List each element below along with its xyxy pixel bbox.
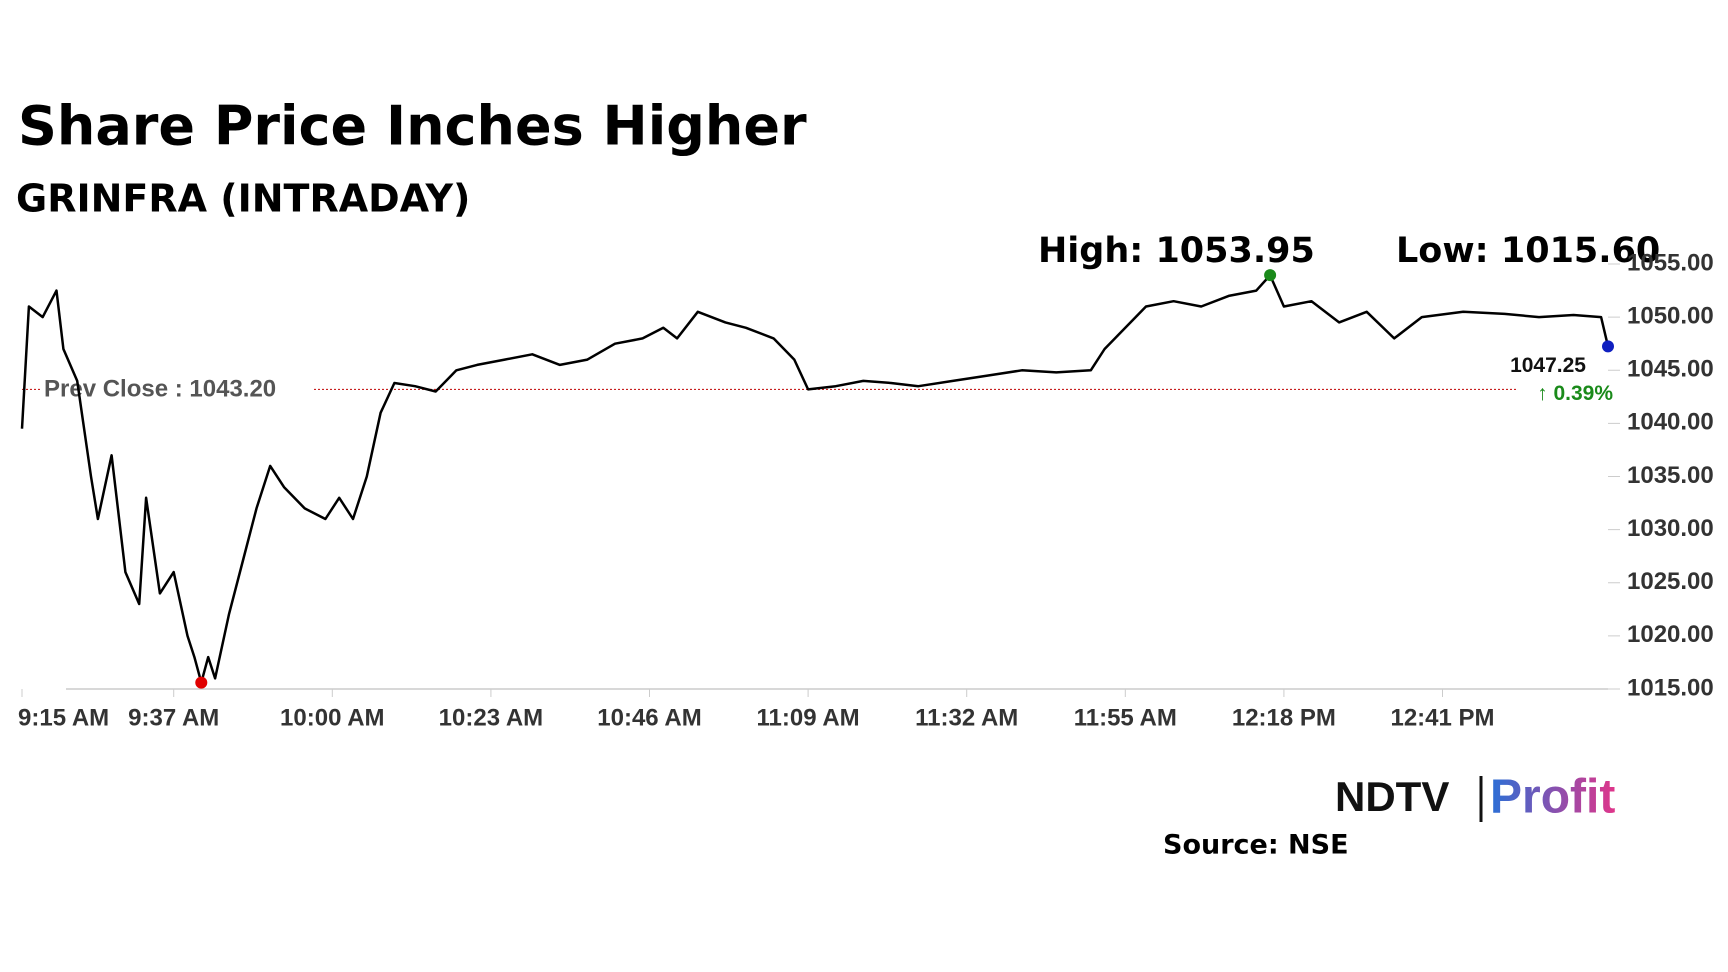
- prev-close-bg: [40, 373, 312, 406]
- last-marker: [1602, 340, 1614, 353]
- chart-subtitle: GRINFRA (INTRADAY): [16, 177, 470, 221]
- prev-close-label: Prev Close : 1043.20: [44, 376, 276, 403]
- x-tick-label: 10:00 AM: [280, 704, 384, 731]
- y-tick-label: 1015.00: [1627, 674, 1714, 701]
- x-tick-label: 10:23 AM: [439, 704, 543, 731]
- x-tick-label: 12:18 PM: [1232, 704, 1336, 731]
- x-tick-label: 10:46 AM: [597, 704, 701, 731]
- logo-ndtv: NDTV: [1335, 773, 1449, 820]
- x-tick-label: 12:41 PM: [1390, 704, 1494, 731]
- x-tick-label: 11:32 AM: [915, 704, 1018, 731]
- price-line: [20, 273, 1610, 684]
- y-tick-label: 1055.00: [1627, 249, 1714, 276]
- low-marker: [195, 676, 208, 689]
- x-tick-label: 9:37 AM: [128, 704, 219, 731]
- y-tick-label: 1025.00: [1627, 568, 1714, 595]
- y-tick-label: 1040.00: [1627, 409, 1714, 436]
- y-tick-label: 1020.00: [1627, 621, 1714, 648]
- x-tick-label: 11:55 AM: [1074, 704, 1177, 731]
- low-label: Low: 1015.60: [1396, 231, 1660, 271]
- logo-profit: Profit: [1490, 771, 1615, 824]
- y-tick-label: 1045.00: [1627, 356, 1714, 383]
- source: Source: NSE: [1163, 830, 1349, 861]
- x-tick-label: 11:09 AM: [757, 704, 860, 731]
- chart-title: Share Price Inches Higher: [18, 95, 807, 158]
- y-tick-label: 1030.00: [1627, 515, 1714, 542]
- x-tick-label: 9:15 AM: [18, 704, 109, 731]
- high-marker: [1264, 269, 1277, 282]
- last-price-label: 1047.25: [1510, 354, 1586, 377]
- y-tick-label: 1050.00: [1627, 302, 1714, 329]
- high-label: High: 1053.95: [1038, 231, 1315, 271]
- y-tick-label: 1035.00: [1627, 462, 1714, 489]
- change-label: ↑ 0.39%: [1537, 382, 1613, 405]
